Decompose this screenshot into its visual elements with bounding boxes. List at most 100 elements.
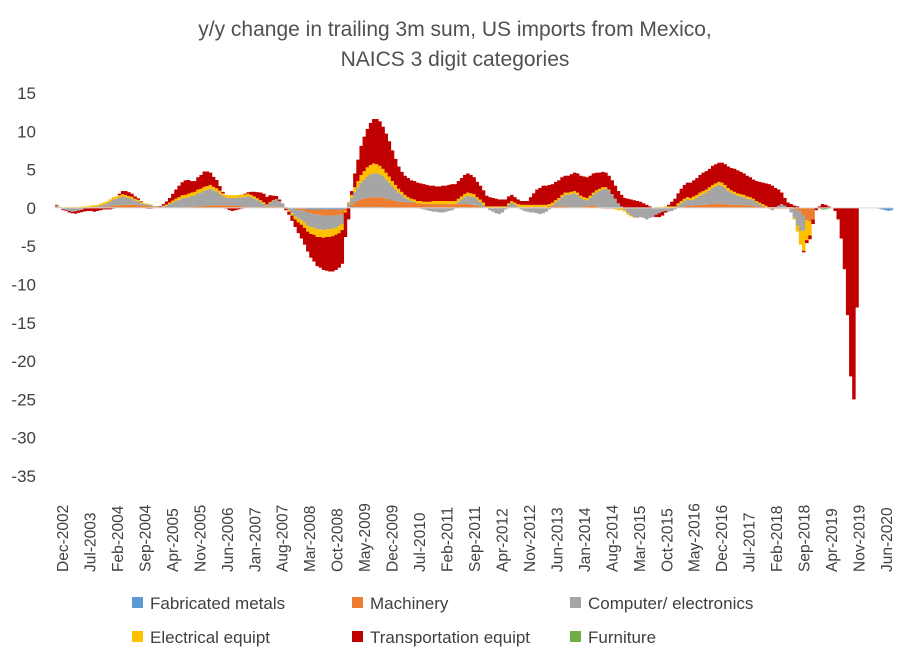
- bar-segment-machinery: [343, 207, 348, 211]
- bar-segment-computer-electronics: [372, 173, 376, 198]
- bar-segment-transportation-equipt: [230, 207, 235, 211]
- bar-segment-machinery: [406, 202, 410, 208]
- bar-segment-computer-electronics: [111, 199, 115, 206]
- bar-segment-electrical-equipt: [211, 186, 216, 191]
- bar-segment-transportation-equipt: [510, 194, 514, 202]
- bar-segment-transportation-equipt: [849, 207, 853, 377]
- bar-segment-electrical-equipt: [444, 201, 448, 205]
- bar-segment-electrical-equipt: [550, 202, 555, 205]
- bar-segment-electrical-equipt: [764, 205, 768, 208]
- bar-segment-machinery: [142, 205, 147, 208]
- bar-segment-transportation-equipt: [415, 182, 420, 201]
- bar-segment-transportation-equipt: [331, 236, 335, 272]
- bar-segment-electrical-equipt: [302, 222, 307, 228]
- bar-segment-electrical-equipt: [89, 205, 93, 208]
- bar-segment-transportation-equipt: [76, 210, 81, 213]
- bar-segment-machinery: [554, 206, 558, 208]
- bar-segment-computer-electronics: [654, 208, 658, 215]
- bar-segment-electrical-equipt: [171, 200, 175, 203]
- bar-segment-transportation-equipt: [522, 201, 527, 205]
- bar-segment-transportation-equipt: [309, 233, 313, 258]
- bar-segment-machinery: [560, 206, 564, 208]
- bar-segment-transportation-equipt: [597, 172, 602, 189]
- bar-segment-electrical-equipt: [346, 201, 351, 204]
- bar-segment-electrical-equipt: [105, 201, 109, 204]
- bar-segment-electrical-equipt: [739, 194, 743, 197]
- bar-segment-transportation-equipt: [758, 181, 762, 203]
- bar-segment-electrical-equipt: [434, 201, 439, 205]
- bar-segment-transportation-equipt: [193, 181, 197, 192]
- bar-segment-transportation-equipt: [817, 206, 822, 208]
- bar-segment-electrical-equipt: [472, 194, 476, 198]
- bar-segment-electrical-equipt: [623, 210, 627, 212]
- bar-segment-computer-electronics: [337, 214, 341, 227]
- bar-segment-electrical-equipt: [516, 204, 520, 207]
- bar-segment-electrical-equipt: [566, 192, 571, 195]
- bar-segment-electrical-equipt: [679, 201, 684, 204]
- legend: Fabricated metals Machinery Computer/ el…: [0, 588, 910, 658]
- bar-segment-computer-electronics: [566, 194, 571, 208]
- bar-segment-electrical-equipt: [701, 191, 705, 195]
- bar-segment-electrical-equipt: [754, 201, 759, 203]
- bar-segment-transportation-equipt: [139, 201, 144, 203]
- bar-segment-computer-electronics: [393, 189, 398, 202]
- bar-segment-electrical-equipt: [390, 181, 395, 187]
- bar-segment-electrical-equipt: [419, 201, 423, 204]
- bar-segment-computer-electronics: [532, 207, 536, 213]
- bar-segment-machinery: [805, 207, 809, 221]
- bar-segment-computer-electronics: [406, 199, 410, 203]
- bar-segment-computer-electronics: [127, 197, 131, 205]
- bar-segment-machinery: [193, 206, 197, 208]
- bar-segment-machinery: [274, 206, 279, 208]
- bar-segment-machinery: [547, 206, 552, 208]
- y-tick-label: -20: [11, 352, 36, 371]
- bar-segment-machinery: [337, 209, 341, 215]
- bar-segment-computer-electronics: [742, 197, 746, 205]
- bar-segment-electrical-equipt: [296, 218, 301, 223]
- bar-segment-machinery: [318, 209, 323, 215]
- bar-segment-computer-electronics: [563, 194, 567, 207]
- bar-segment-transportation-equipt: [130, 193, 134, 197]
- bar-segment-transportation-equipt: [500, 199, 505, 207]
- bar-segment-transportation-equipt: [246, 192, 250, 194]
- bar-segment-transportation-equipt: [506, 196, 511, 204]
- bar-segment-electrical-equipt: [180, 195, 184, 199]
- bar-segment-transportation-equipt: [654, 214, 658, 218]
- bar-segment-machinery: [717, 204, 721, 208]
- bar-segment-transportation-equipt: [164, 201, 169, 205]
- bar-segment-computer-electronics: [202, 190, 206, 206]
- bar-segment-electrical-equipt: [535, 204, 539, 208]
- bar-segment-transportation-equipt: [95, 207, 100, 211]
- bar-segment-electrical-equipt: [246, 193, 250, 197]
- bar-segment-machinery: [240, 206, 244, 208]
- x-tick-label: Aug-2014: [604, 504, 621, 572]
- bar-segment-electrical-equipt: [337, 226, 341, 234]
- bar-segment-electrical-equipt: [560, 194, 564, 198]
- bar-segment-transportation-equipt: [478, 185, 483, 200]
- bar-segment-electrical-equipt: [723, 184, 727, 188]
- x-tick-label: Jan-2007: [247, 507, 264, 572]
- bar-segment-transportation-equipt: [764, 183, 768, 206]
- bar-segment-electrical-equipt: [629, 215, 633, 217]
- bar-segment-electrical-equipt: [196, 189, 200, 194]
- bar-segment-electrical-equipt: [224, 194, 228, 198]
- bar-segment-electrical-equipt: [124, 194, 128, 198]
- bar-segment-transportation-equipt: [302, 227, 307, 245]
- bar-segment-computer-electronics: [481, 204, 486, 208]
- bar-segment-electrical-equipt: [453, 201, 458, 205]
- bar-segment-machinery: [340, 209, 345, 215]
- bar-segment-electrical-equipt: [604, 187, 608, 189]
- bar-segment-transportation-equipt: [199, 174, 203, 189]
- bar-segment-computer-electronics: [240, 197, 244, 207]
- bar-segment-computer-electronics: [623, 208, 627, 211]
- y-tick-label: -15: [11, 314, 36, 333]
- bar-segment-computer-electronics: [102, 204, 106, 207]
- bar-segment-computer-electronics: [350, 197, 354, 205]
- bar-segment-electrical-equipt: [729, 190, 734, 193]
- bar-segment-electrical-equipt: [469, 193, 473, 197]
- bar-segment-electrical-equipt: [626, 213, 630, 215]
- bar-segment-computer-electronics: [692, 199, 696, 206]
- bar-segment-transportation-equipt: [801, 250, 806, 253]
- bar-segment-computer-electronics: [497, 207, 501, 215]
